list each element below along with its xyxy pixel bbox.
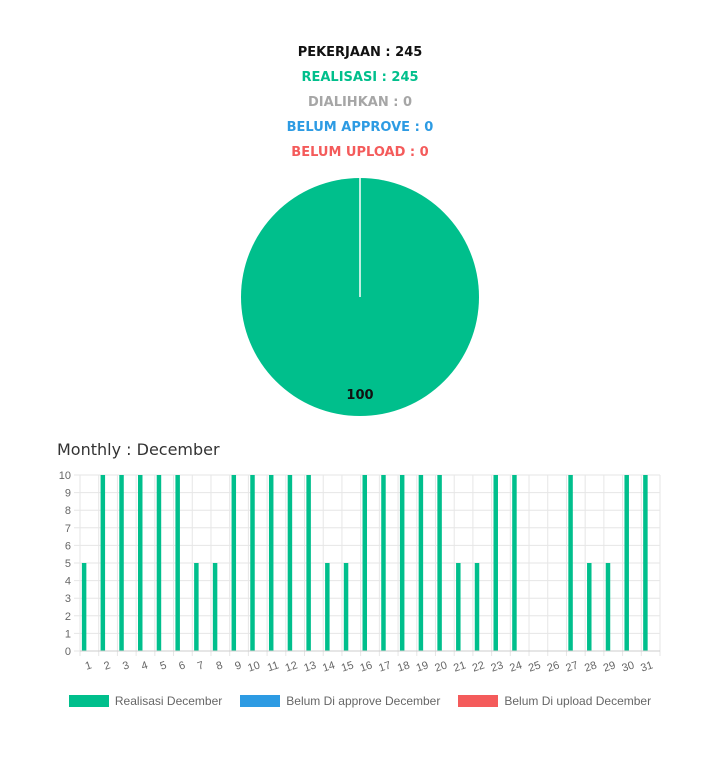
bar[interactable] — [268, 475, 274, 651]
x-tick-label: 18 — [396, 659, 411, 674]
x-tick-label: 31 — [639, 659, 654, 674]
x-tick-label: 27 — [564, 659, 579, 674]
y-tick-label: 2 — [65, 611, 71, 623]
x-tick-label: 12 — [284, 659, 299, 674]
x-tick-label: 5 — [159, 659, 169, 672]
x-tick-label: 3 — [121, 659, 131, 672]
x-tick-label: 10 — [246, 659, 261, 674]
bar[interactable] — [100, 475, 106, 651]
x-tick-label: 13 — [302, 659, 317, 674]
bar[interactable] — [231, 475, 237, 651]
x-tick-label: 15 — [340, 659, 355, 674]
x-tick-label: 30 — [621, 659, 636, 674]
x-tick-label: 11 — [266, 659, 281, 674]
y-tick-label: 10 — [59, 470, 71, 482]
bar[interactable] — [437, 475, 442, 651]
y-tick-label: 9 — [65, 488, 71, 500]
y-tick-label: 4 — [65, 576, 71, 588]
bar[interactable] — [362, 475, 368, 651]
bar[interactable] — [194, 563, 199, 651]
y-tick-label: 6 — [65, 540, 71, 552]
x-tick-label: 6 — [177, 659, 187, 672]
bar[interactable] — [156, 475, 162, 651]
bar[interactable] — [624, 475, 629, 651]
x-tick-label: 16 — [359, 659, 374, 674]
legend-label-belum-approve: Belum Di approve December — [286, 694, 441, 708]
bar[interactable] — [474, 563, 480, 651]
bar[interactable] — [175, 475, 180, 651]
x-tick-label: 1 — [84, 659, 94, 672]
legend-swatch-belum-approve — [240, 695, 281, 707]
belum-upload-total: BELUM UPLOAD : 0 — [291, 145, 429, 160]
bar[interactable] — [325, 563, 330, 651]
x-tick-label: 2 — [102, 659, 112, 672]
x-tick-label: 28 — [583, 659, 598, 674]
y-tick-label: 3 — [65, 593, 71, 605]
x-tick-label: 8 — [215, 659, 225, 672]
pie-chart: 100 — [241, 178, 479, 416]
x-tick-label: 9 — [233, 659, 243, 672]
x-tick-label: 24 — [508, 659, 523, 674]
dialihkan-total: DIALIHKAN : 0 — [308, 95, 412, 110]
pekerjaan-total: PEKERJAAN : 245 — [297, 45, 423, 60]
bar[interactable] — [343, 563, 349, 651]
bar[interactable] — [605, 563, 611, 651]
legend-item-realisasi[interactable]: Realisasi December — [68, 694, 223, 708]
realisasi-total: REALISASI : 245 — [301, 70, 419, 85]
bar[interactable] — [381, 475, 386, 651]
legend-swatch-realisasi — [68, 695, 109, 707]
bar[interactable] — [306, 475, 311, 651]
bar[interactable] — [456, 563, 461, 651]
bar[interactable] — [287, 475, 293, 651]
y-tick-label: 8 — [65, 505, 71, 517]
bar[interactable] — [568, 475, 573, 651]
y-tick-label: 7 — [65, 523, 71, 535]
bar[interactable] — [493, 475, 498, 651]
x-tick-label: 29 — [602, 659, 617, 674]
summary-panel: PEKERJAAN : 245 REALISASI : 245 DIALIHKA… — [0, 40, 720, 165]
x-tick-label: 22 — [471, 659, 486, 674]
y-tick-label: 0 — [65, 646, 71, 658]
bar[interactable] — [212, 563, 218, 651]
y-tick-label: 1 — [65, 628, 71, 640]
x-tick-label: 17 — [377, 659, 392, 674]
bar[interactable] — [250, 475, 255, 651]
x-tick-label: 21 — [452, 659, 467, 674]
x-tick-label: 14 — [321, 659, 336, 674]
x-tick-label: 23 — [490, 659, 505, 674]
monthly-title: Monthly : December — [57, 440, 220, 459]
legend-item-belum-upload[interactable]: Belum Di upload December — [458, 694, 651, 708]
bar[interactable] — [587, 563, 592, 651]
pie-data-label: 100 — [346, 388, 373, 403]
chart-legend: Realisasi December Belum Di approve Dece… — [0, 694, 720, 708]
bar[interactable] — [418, 475, 424, 651]
bar[interactable] — [512, 475, 517, 651]
x-tick-label: 19 — [415, 659, 430, 674]
bar[interactable] — [81, 563, 87, 651]
legend-item-belum-approve[interactable]: Belum Di approve December — [240, 694, 440, 708]
x-tick-label: 7 — [196, 659, 206, 672]
bar[interactable] — [119, 475, 124, 651]
legend-label-belum-upload: Belum Di upload December — [504, 694, 652, 708]
bar[interactable] — [138, 475, 143, 651]
legend-label-realisasi: Realisasi December — [114, 694, 223, 708]
bar[interactable] — [399, 475, 405, 651]
y-tick-label: 5 — [65, 558, 71, 570]
belum-approve-total: BELUM APPROVE : 0 — [286, 120, 434, 135]
legend-swatch-belum-upload — [458, 695, 499, 707]
x-tick-label: 25 — [527, 659, 542, 674]
x-tick-label: 4 — [140, 659, 150, 672]
x-tick-label: 26 — [546, 659, 561, 674]
bar[interactable] — [643, 475, 648, 651]
x-tick-label: 20 — [433, 659, 448, 674]
